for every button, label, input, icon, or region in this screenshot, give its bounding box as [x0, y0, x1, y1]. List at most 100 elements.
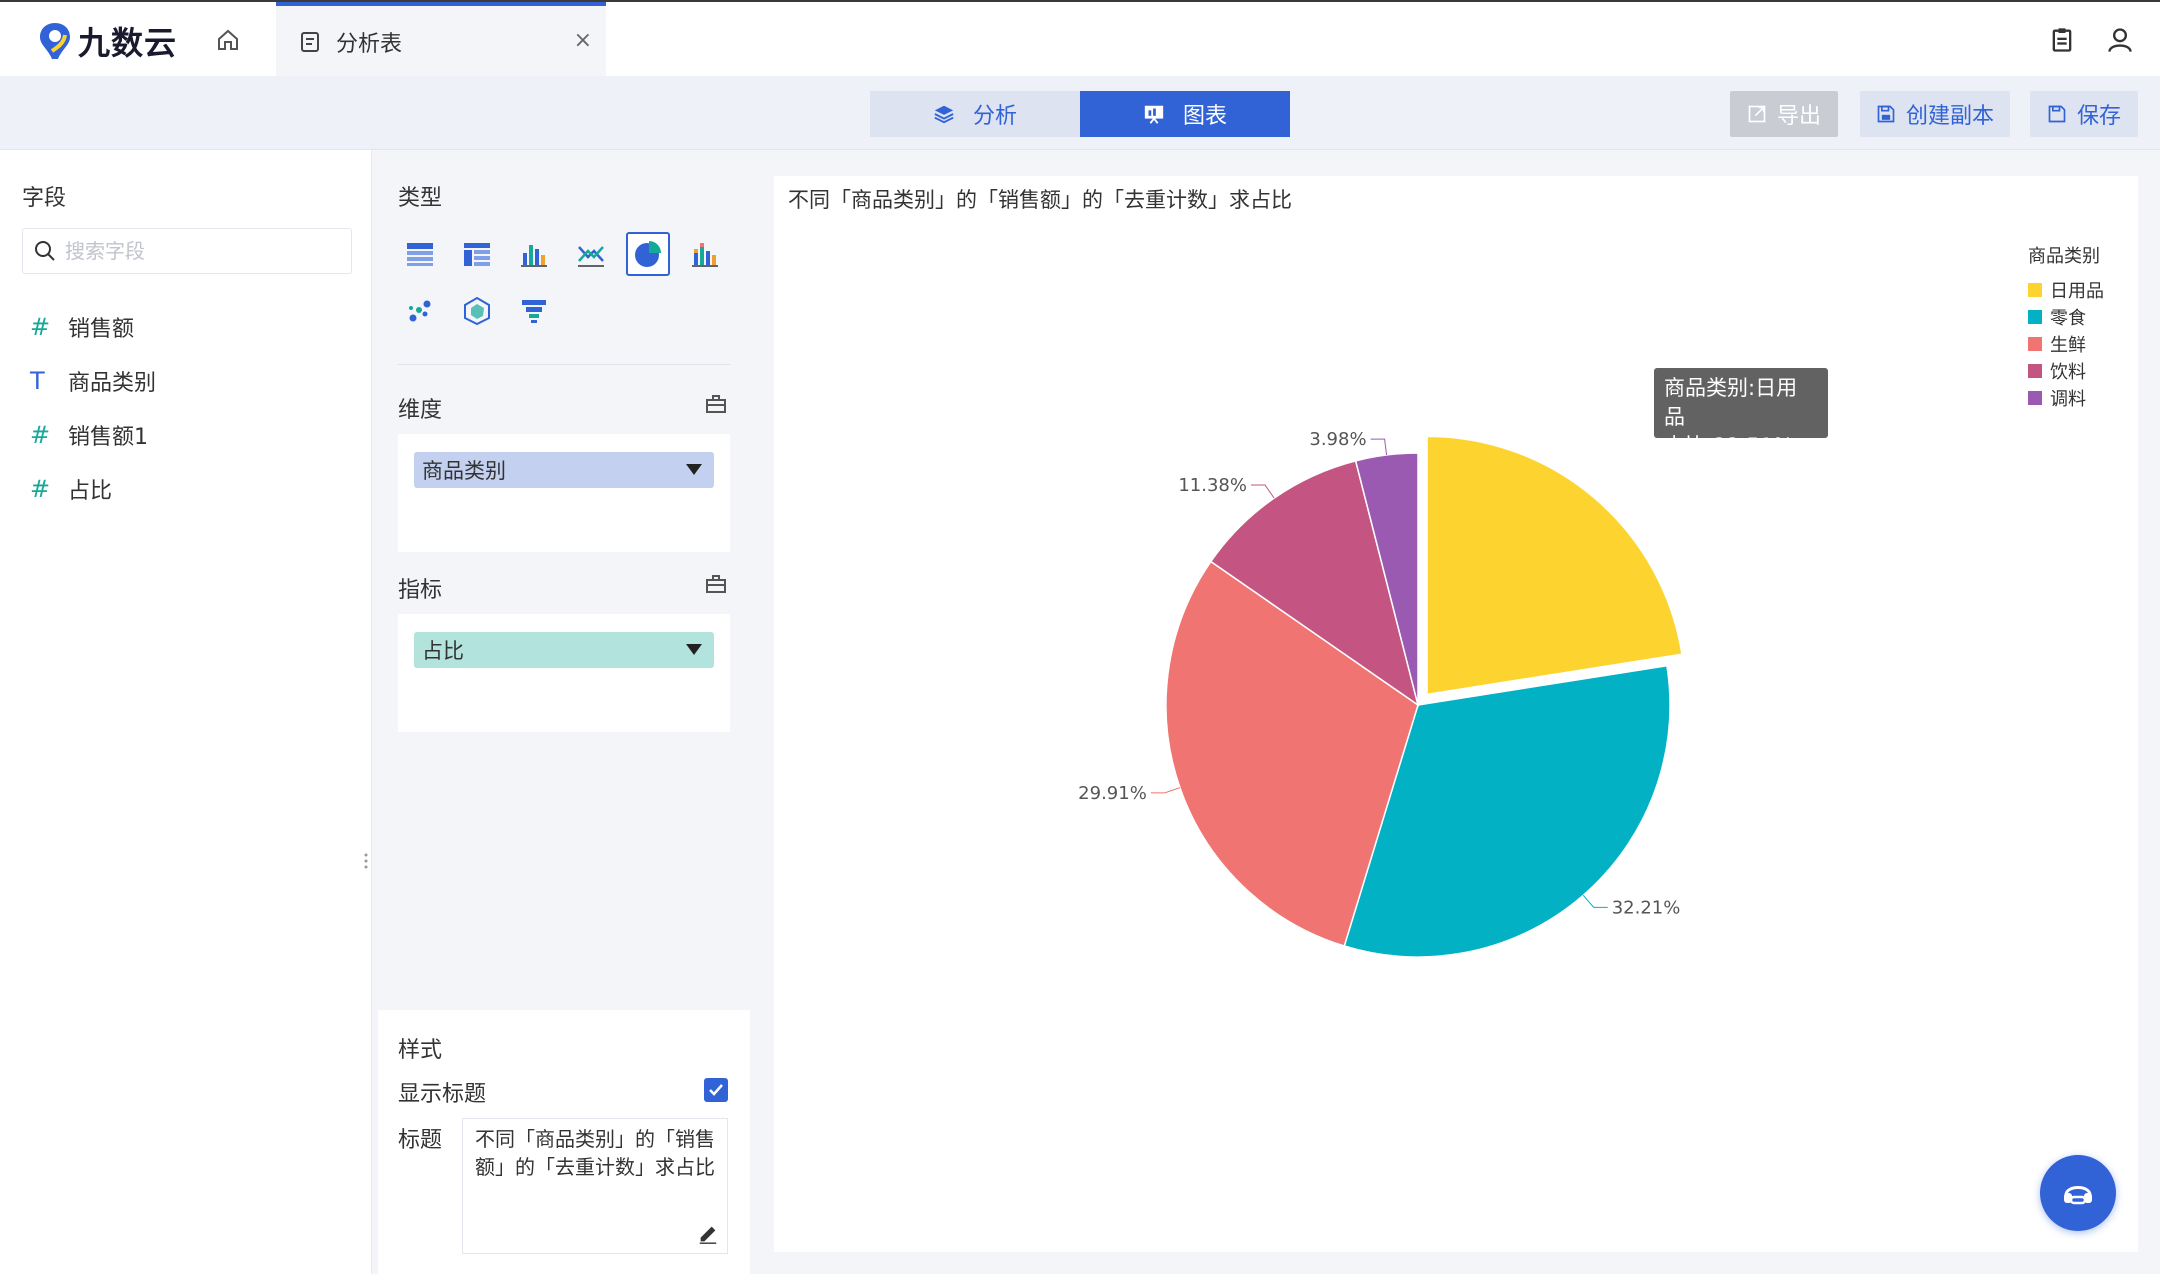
pie-slice-0[interactable]	[1426, 435, 1683, 696]
chart-type-funnel[interactable]	[512, 289, 556, 333]
home-button[interactable]	[212, 24, 244, 56]
tab-chart[interactable]: 图表	[1080, 91, 1290, 137]
dimension-drop-zone[interactable]: 商品类别	[398, 434, 730, 552]
legend-swatch	[2028, 390, 2042, 405]
export-button[interactable]: 导出	[1730, 91, 1838, 137]
style-title: 样式	[398, 1038, 443, 1063]
numeric-type-icon: #	[30, 475, 51, 503]
title-field-label: 标题	[398, 1128, 443, 1153]
chart-type-pie[interactable]	[626, 232, 670, 276]
dimension-settings-icon[interactable]	[704, 392, 728, 416]
home-icon	[218, 29, 238, 50]
field-item-sales1[interactable]: # 销售额1	[30, 408, 156, 462]
pie-label-line-1	[1582, 894, 1608, 908]
tab-analysis-label: 分析	[972, 104, 1017, 129]
pie-chart-icon	[635, 241, 661, 267]
style-section: 样式 显示标题 标题 不同「商品类别」的「销售额」的「去重计数」求占比	[378, 1010, 750, 1274]
legend-label: 日用品	[2050, 280, 2104, 302]
pie-data-label-1: 32.21%	[1612, 897, 1681, 918]
chart-type-line[interactable]	[569, 232, 613, 276]
chart-type-pivot[interactable]	[455, 232, 499, 276]
pie-data-label-3: 11.38%	[1178, 475, 1247, 496]
pie-slice-1[interactable]	[1343, 664, 1671, 958]
pie-label-line-2	[1150, 787, 1181, 794]
legend-swatch	[2028, 336, 2042, 351]
toolbar: 分析 图表 导出 创建副本	[0, 76, 2160, 150]
create-copy-label: 创建副本	[1905, 104, 1994, 129]
legend-label: 饮料	[2050, 361, 2086, 383]
field-panel: 字段 # 销售额 T 商品类别 # 销售额1 # 占比	[0, 150, 372, 1274]
scatter-icon	[409, 300, 431, 322]
field-panel-title: 字段	[22, 186, 67, 211]
field-item-ratio[interactable]: # 占比	[30, 462, 156, 516]
chart-type-bar[interactable]	[512, 232, 556, 276]
stacked-bar-icon	[692, 243, 718, 267]
legend-title: 商品类别	[2028, 246, 2100, 267]
show-title-label: 显示标题	[398, 1082, 487, 1107]
type-title: 类型	[398, 186, 443, 211]
customer-service-button[interactable]	[2040, 1155, 2116, 1231]
pie-data-label-4: 3.98%	[1309, 429, 1366, 450]
metric-settings-icon[interactable]	[704, 572, 728, 596]
resize-handle[interactable]	[364, 852, 368, 870]
numeric-type-icon: #	[30, 421, 51, 449]
copy-save-icon	[1877, 105, 1895, 123]
pie-slice-4[interactable]	[1354, 452, 1419, 706]
legend-item[interactable]: 饮料	[2028, 357, 2104, 384]
chart-type-table[interactable]	[398, 232, 442, 276]
tab-analysis-sheet[interactable]: 分析表 ×	[276, 2, 606, 78]
user-icon[interactable]	[2106, 26, 2134, 54]
chart-title: 不同「商品类别」的「销售额」的「去重计数」求占比	[788, 188, 1292, 212]
export-label: 导出	[1776, 104, 1821, 129]
divider	[398, 364, 730, 365]
save-icon	[2048, 105, 2066, 123]
legend-item[interactable]: 零食	[2028, 303, 2104, 330]
chart-type-radar[interactable]	[455, 289, 499, 333]
pie-data-label-2: 29.91%	[1078, 783, 1147, 804]
legend-label: 零食	[2050, 307, 2086, 329]
chart-type-scatter[interactable]	[398, 289, 442, 333]
show-title-checkbox[interactable]	[704, 1078, 728, 1102]
edit-icon[interactable]	[697, 1223, 719, 1245]
headset-icon	[2064, 1186, 2092, 1205]
line-chart-icon	[578, 246, 604, 267]
field-label: 销售额	[68, 317, 135, 342]
legend-label: 生鲜	[2050, 334, 2086, 356]
tab-analysis[interactable]: 分析	[870, 91, 1080, 137]
table-icon	[407, 243, 433, 266]
pie-label-line-4	[1370, 438, 1388, 456]
dimension-pill[interactable]: 商品类别	[414, 452, 714, 488]
field-search-input[interactable]	[65, 239, 335, 263]
metric-pill-label: 占比	[422, 639, 464, 663]
field-label: 占比	[68, 479, 113, 504]
text-type-icon: T	[30, 367, 45, 395]
pie-slice-3[interactable]	[1209, 459, 1420, 707]
dropdown-arrow-icon[interactable]	[686, 644, 702, 655]
metric-pill[interactable]: 占比	[414, 632, 714, 668]
title-textarea-value: 不同「商品类别」的「销售额」的「去重计数」求占比	[475, 1127, 715, 1179]
legend-item[interactable]: 日用品	[2028, 276, 2104, 303]
tab-chart-label: 图表	[1182, 104, 1227, 129]
logo-text: 九数云	[78, 24, 178, 62]
tab-close-button[interactable]: ×	[573, 28, 592, 53]
chart-type-stacked-bar[interactable]	[683, 232, 727, 276]
field-search	[22, 228, 352, 274]
app-logo[interactable]: 九数云	[38, 18, 177, 64]
legend-label: 调料	[2050, 388, 2086, 410]
create-copy-button[interactable]: 创建副本	[1860, 91, 2010, 137]
clipboard-icon[interactable]	[2048, 26, 2076, 54]
pie-chart: 32.21% 29.91% 11.38% 3.98%	[1078, 429, 1683, 958]
metric-title: 指标	[398, 578, 443, 603]
chart-card: 不同「商品类别」的「销售额」的「去重计数」求占比 32.21% 29.91% 11.…	[774, 176, 2138, 1252]
funnel-icon	[522, 300, 546, 323]
legend-item[interactable]: 调料	[2028, 384, 2104, 411]
title-textarea[interactable]: 不同「商品类别」的「销售额」的「去重计数」求占比	[462, 1118, 728, 1254]
field-list: # 销售额 T 商品类别 # 销售额1 # 占比	[30, 300, 156, 516]
save-button[interactable]: 保存	[2030, 91, 2138, 137]
field-item-category[interactable]: T 商品类别	[30, 354, 156, 408]
dropdown-arrow-icon[interactable]	[686, 464, 702, 475]
legend-item[interactable]: 生鲜	[2028, 330, 2104, 357]
metric-drop-zone[interactable]: 占比	[398, 614, 730, 732]
radar-icon	[464, 296, 490, 326]
field-item-sales[interactable]: # 销售额	[30, 300, 156, 354]
